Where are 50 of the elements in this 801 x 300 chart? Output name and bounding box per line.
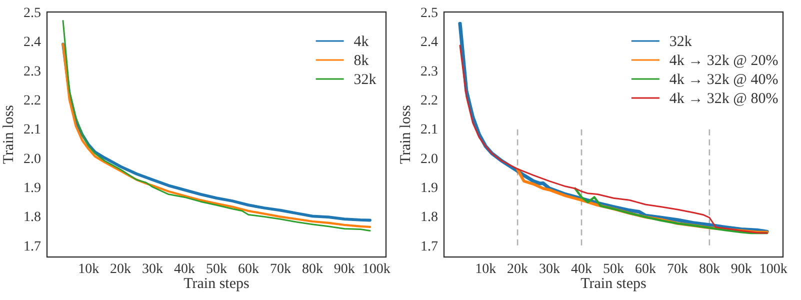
x-tick-label: 20k bbox=[110, 262, 132, 277]
x-tick-label: 30k bbox=[142, 262, 164, 277]
legend-label: 4k → 32k @ 40% bbox=[669, 72, 778, 88]
y-tick-label: 1.8 bbox=[24, 210, 41, 226]
x-tick-label: 20k bbox=[507, 262, 528, 277]
y-tick-label: 2.0 bbox=[420, 152, 438, 167]
x-tick-label: 30k bbox=[539, 262, 560, 277]
y-tick-label: 2.2 bbox=[24, 94, 41, 108]
x-tick-label: 10k bbox=[78, 262, 100, 277]
legend-label: 32k bbox=[669, 34, 692, 50]
x-axis-title: Train steps bbox=[580, 276, 647, 292]
y-tick-label: 1.9 bbox=[24, 181, 41, 196]
x-tick-label: 100k bbox=[362, 262, 390, 277]
y-tick-label: 1.9 bbox=[420, 181, 438, 196]
x-tick-label: 50k bbox=[603, 262, 624, 277]
x-tick-label: 80k bbox=[302, 262, 323, 277]
y-tick-label: 2.0 bbox=[24, 152, 41, 167]
legend-label: 4k → 32k @ 80% bbox=[669, 91, 778, 107]
line-series bbox=[574, 187, 768, 234]
x-tick-label: 80k bbox=[698, 262, 720, 277]
x-axis-title: Train steps bbox=[184, 276, 250, 292]
y-tick-label: 2.2 bbox=[420, 94, 438, 108]
legend-label: 4k → 32k @ 20% bbox=[669, 53, 778, 69]
y-tick-label: 2.4 bbox=[420, 35, 438, 50]
x-tick-label: 100k bbox=[759, 262, 788, 277]
y-tick-label: 2.5 bbox=[24, 6, 41, 21]
x-tick-label: 10k bbox=[475, 262, 496, 277]
x-tick-label: 40k bbox=[571, 262, 592, 277]
y-axis-title: Train loss bbox=[1, 104, 17, 164]
y-tick-label: 2.4 bbox=[24, 35, 41, 50]
legend-label: 8k bbox=[354, 53, 370, 69]
y-axis-title: Train loss bbox=[398, 104, 414, 164]
x-tick-label: 90k bbox=[730, 262, 752, 277]
x-tick-label: 60k bbox=[634, 262, 656, 277]
y-tick-label: 1.8 bbox=[420, 210, 438, 226]
x-tick-label: 50k bbox=[206, 262, 227, 277]
x-tick-label: 70k bbox=[270, 262, 291, 277]
y-tick-label: 2.5 bbox=[420, 6, 438, 21]
y-tick-label: 2.3 bbox=[24, 64, 41, 80]
y-tick-label: 1.7 bbox=[420, 239, 438, 254]
y-tick-label: 2.1 bbox=[420, 122, 438, 138]
y-tick-label: 2.3 bbox=[420, 64, 438, 80]
x-tick-label: 90k bbox=[334, 262, 355, 277]
y-tick-label: 2.1 bbox=[24, 122, 41, 138]
x-tick-label: 70k bbox=[666, 262, 688, 277]
legend-label: 32k bbox=[354, 72, 377, 88]
x-tick-label: 40k bbox=[174, 262, 196, 277]
y-tick-label: 1.7 bbox=[24, 239, 41, 254]
legend-label: 4k bbox=[354, 34, 370, 50]
x-tick-label: 60k bbox=[238, 262, 259, 277]
